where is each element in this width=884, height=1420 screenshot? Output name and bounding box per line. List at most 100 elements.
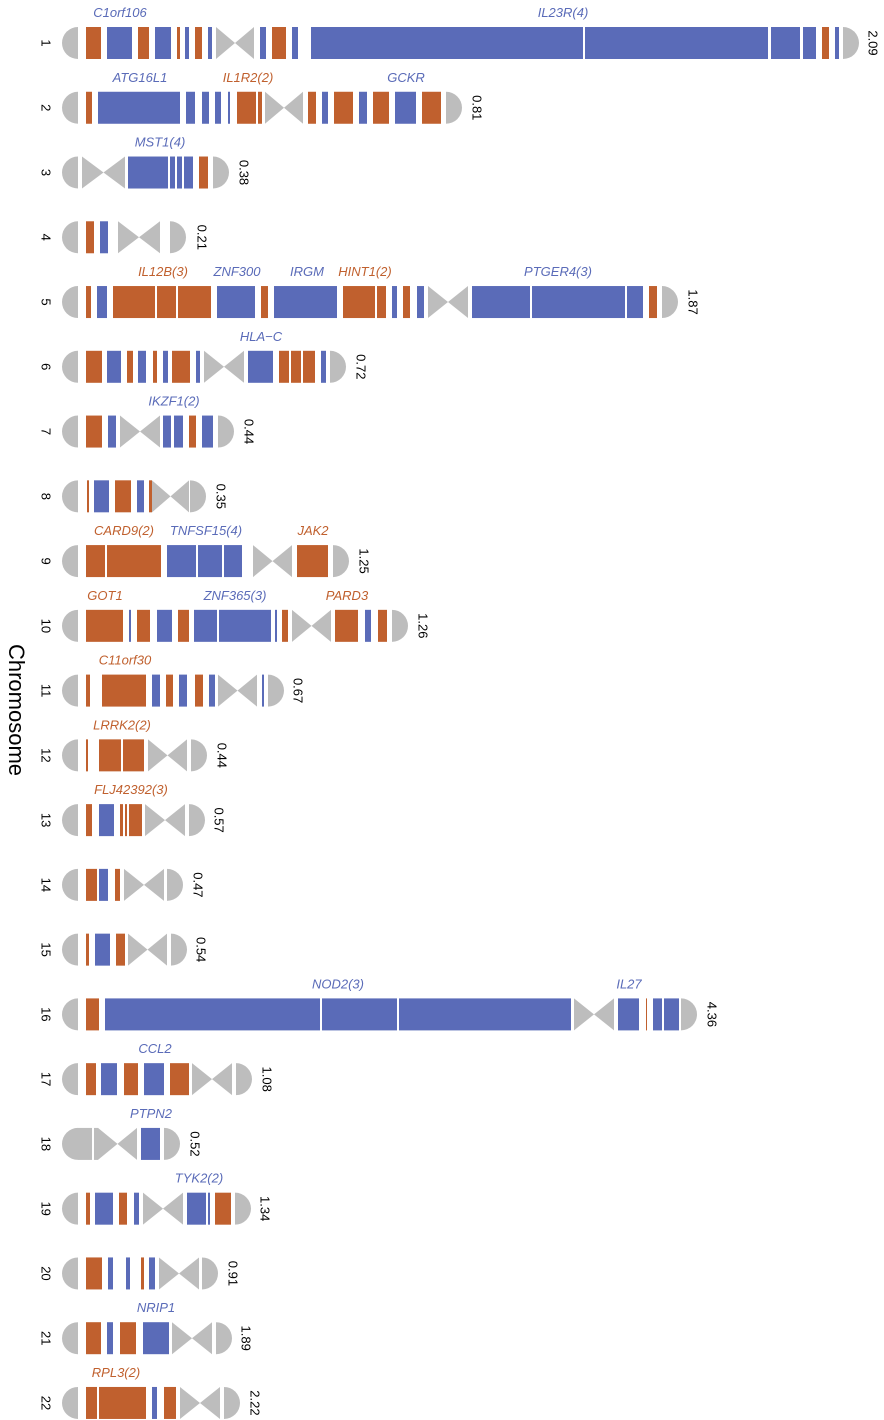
left-cap — [62, 221, 78, 254]
chromosome-value: 0.57 — [212, 807, 227, 832]
chromosome-label: 19 — [39, 1201, 54, 1215]
band — [107, 1322, 113, 1355]
left-cap — [62, 350, 78, 383]
centromere — [216, 27, 254, 59]
band — [771, 27, 800, 59]
band — [260, 27, 266, 59]
centromere — [148, 739, 187, 772]
band — [95, 1192, 113, 1225]
band — [99, 868, 108, 901]
band — [664, 998, 679, 1031]
band — [116, 933, 125, 966]
centromere — [172, 1322, 212, 1355]
band — [195, 27, 202, 59]
band — [403, 286, 410, 319]
band — [138, 27, 149, 59]
right-cap — [164, 1127, 180, 1160]
chromosome-value: 0.81 — [470, 95, 485, 120]
band — [292, 27, 298, 59]
chromosome-label: 5 — [39, 298, 54, 305]
chromosome-value: 0.21 — [195, 225, 210, 250]
band — [392, 286, 397, 319]
band — [101, 1063, 117, 1096]
chromosome-value: 0.35 — [214, 484, 229, 509]
left-cap — [62, 674, 78, 707]
band — [224, 545, 242, 578]
chromosome-value: 1.89 — [239, 1326, 254, 1351]
band — [297, 545, 328, 578]
centromere — [145, 804, 185, 837]
band — [125, 804, 127, 837]
band — [822, 27, 829, 59]
right-cap — [202, 1257, 218, 1290]
band — [208, 27, 212, 59]
right-cap — [191, 739, 207, 772]
chromosome-label: 4 — [39, 234, 54, 241]
band — [134, 1192, 139, 1225]
gene-label: GCKR — [387, 70, 425, 85]
band — [155, 27, 171, 59]
y-axis-label: Chromosome — [4, 644, 29, 776]
band — [86, 933, 89, 966]
band — [167, 545, 196, 578]
chromosome-value: 2.09 — [866, 30, 881, 55]
band — [184, 156, 193, 189]
band — [179, 674, 187, 707]
band — [422, 91, 441, 124]
band — [199, 156, 208, 189]
band — [178, 286, 211, 319]
right-cap — [681, 998, 697, 1031]
left-cap — [62, 91, 78, 124]
band — [137, 480, 144, 513]
band — [78, 1127, 92, 1160]
left-cap — [62, 1322, 78, 1355]
band — [177, 27, 180, 59]
chromosome-label: 6 — [39, 363, 54, 370]
band — [86, 221, 94, 254]
chromosome-label: 16 — [39, 1007, 54, 1021]
band — [321, 350, 326, 383]
chromosome-label: 8 — [39, 493, 54, 500]
chromosome-label: 13 — [39, 813, 54, 827]
left-cap — [62, 415, 78, 448]
chromosome-value: 0.67 — [291, 678, 306, 703]
band — [275, 609, 277, 642]
centromere — [192, 1063, 232, 1096]
band — [141, 1257, 144, 1290]
band — [166, 674, 173, 707]
band — [170, 156, 175, 189]
band — [279, 350, 289, 383]
right-cap — [235, 1192, 251, 1225]
right-cap — [213, 156, 229, 189]
band — [282, 609, 288, 642]
band — [100, 221, 108, 254]
band — [322, 998, 397, 1031]
band — [209, 674, 215, 707]
band — [172, 350, 190, 383]
band — [248, 350, 273, 383]
band — [87, 480, 89, 513]
right-cap — [268, 674, 284, 707]
centromere — [218, 674, 257, 707]
right-cap — [333, 545, 349, 578]
band — [86, 1386, 97, 1419]
band — [335, 609, 358, 642]
right-cap — [224, 1386, 240, 1419]
band — [124, 1063, 138, 1096]
band — [653, 998, 662, 1031]
band — [86, 1257, 102, 1290]
band — [128, 156, 168, 189]
centromere — [204, 350, 244, 383]
gene-label: IL27 — [616, 976, 642, 991]
right-cap — [216, 1322, 232, 1355]
chromosome-value: 0.72 — [354, 354, 369, 379]
band — [170, 1063, 189, 1096]
band — [649, 286, 657, 319]
band — [163, 415, 171, 448]
band — [258, 91, 262, 124]
band — [152, 674, 160, 707]
band — [86, 804, 92, 837]
chromosome-value: 0.44 — [242, 419, 257, 444]
band — [164, 1386, 176, 1419]
